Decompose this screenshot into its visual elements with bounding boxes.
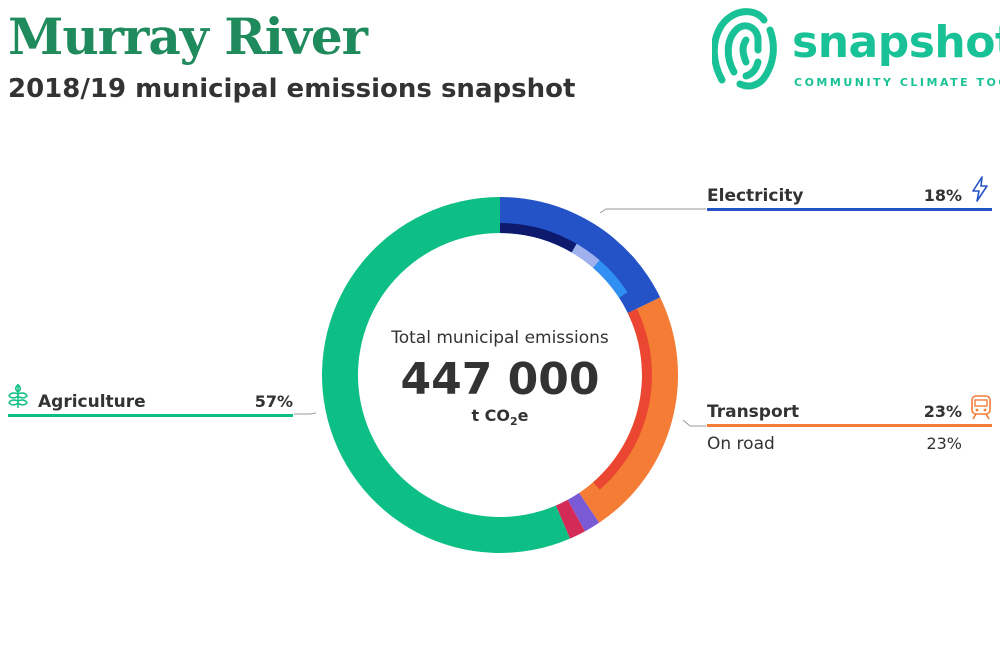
plant-icon <box>8 384 28 408</box>
donut-inner-ring <box>500 223 652 490</box>
donut-slice-other-1 <box>567 492 600 532</box>
legend-agriculture-bar <box>8 414 293 417</box>
lightning-icon <box>972 176 988 202</box>
total-emissions-unit: t CO2e <box>471 406 529 429</box>
legend-electricity-label: Electricity <box>707 186 804 206</box>
page-subtitle: 2018/19 municipal emissions snapshot <box>8 74 576 104</box>
leader-lines <box>294 208 706 427</box>
leader-line-transport <box>682 419 706 427</box>
logo-tagline: COMMUNITY CLIMATE TOOL <box>794 76 1000 89</box>
donut-slice-agriculture <box>322 197 571 553</box>
legend-transport-label: Transport <box>707 402 800 422</box>
donut-inner-segment-electricity-2 <box>593 260 628 298</box>
legend-on-road-percent: 23% <box>926 434 962 453</box>
snapshot-logo: snapshot COMMUNITY CLIMATE TOOL <box>712 2 1000 92</box>
total-emissions-value: 447 000 <box>400 354 600 405</box>
donut-slice-other-2 <box>555 499 585 539</box>
donut-slice-transport <box>579 297 678 523</box>
logo-wordmark: snapshot <box>792 17 1000 68</box>
total-emissions-label: Total municipal emissions <box>391 328 609 348</box>
legend-electricity-percent: 18% <box>923 186 962 205</box>
legend-on-road-label: On road <box>707 434 775 454</box>
legend-transport-percent: 23% <box>923 402 962 421</box>
donut-inner-segment-electricity-1 <box>571 243 600 268</box>
donut-inner-segment-transport-0 <box>593 308 652 490</box>
page-title: Murray River <box>8 7 368 66</box>
train-icon <box>971 395 991 420</box>
legend-transport-bar <box>707 424 992 427</box>
legend-agriculture-percent: 57% <box>254 392 293 411</box>
legend-agriculture-label: Agriculture <box>38 392 146 412</box>
leader-line-agriculture <box>294 412 317 415</box>
fingerprint-logo-icon <box>712 8 777 90</box>
legend-electricity-bar <box>707 208 992 211</box>
donut-inner-segment-electricity-0 <box>500 223 577 253</box>
leader-line-electricity <box>599 208 706 214</box>
